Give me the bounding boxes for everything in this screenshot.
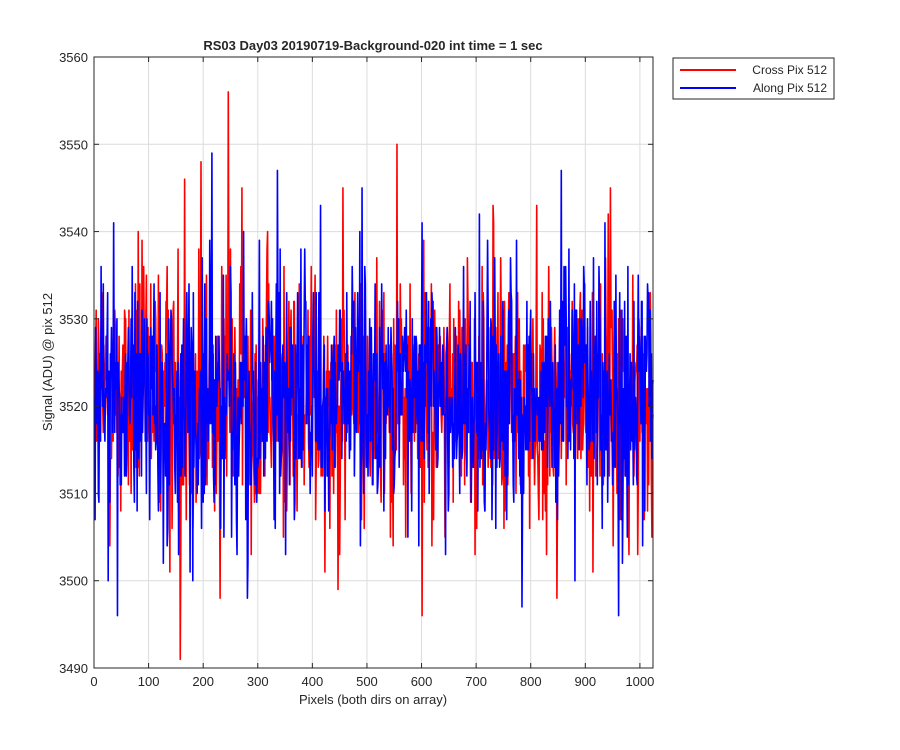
series-layer (93, 91, 654, 661)
x-tick-label: 300 (247, 674, 269, 689)
x-tick-label: 800 (520, 674, 542, 689)
x-tick-label: 100 (138, 674, 160, 689)
x-axis-label: Pixels (both dirs on array) (299, 692, 447, 707)
legend: Cross Pix 512 Along Pix 512 (672, 57, 835, 100)
plot-frame (93, 56, 654, 669)
legend-label-along: Along Pix 512 (753, 81, 827, 95)
y-tick-label: 3550 (59, 137, 88, 152)
y-tick-label: 3510 (59, 486, 88, 501)
x-tick-label: 500 (356, 674, 378, 689)
axis-ticks: 0 100 200 300 400 500 600 700 800 900 1000 3490 3500… (59, 50, 654, 689)
legend-box (672, 57, 835, 100)
y-tick-label: 3490 (59, 661, 88, 676)
x-tick-label: 0 (90, 674, 97, 689)
y-axis-label: Signal (ADU) @ pix 512 (40, 293, 55, 431)
x-tick-label: 200 (192, 674, 214, 689)
y-tick-label: 3560 (59, 50, 88, 65)
y-tick-label: 3530 (59, 312, 88, 327)
y-tick-label: 3540 (59, 225, 88, 240)
x-tick-label: 400 (302, 674, 324, 689)
legend-label-cross: Cross Pix 512 (752, 63, 827, 77)
y-tick-label: 3500 (59, 574, 88, 589)
series-line-along (93, 152, 654, 617)
y-tick-label: 3520 (59, 399, 88, 414)
x-tick-label: 1000 (625, 674, 654, 689)
chart-title: RS03 Day03 20190719-Background-020 int t… (203, 38, 542, 53)
x-tick-label: 600 (411, 674, 433, 689)
x-tick-label: 900 (574, 674, 596, 689)
x-tick-label: 700 (465, 674, 487, 689)
